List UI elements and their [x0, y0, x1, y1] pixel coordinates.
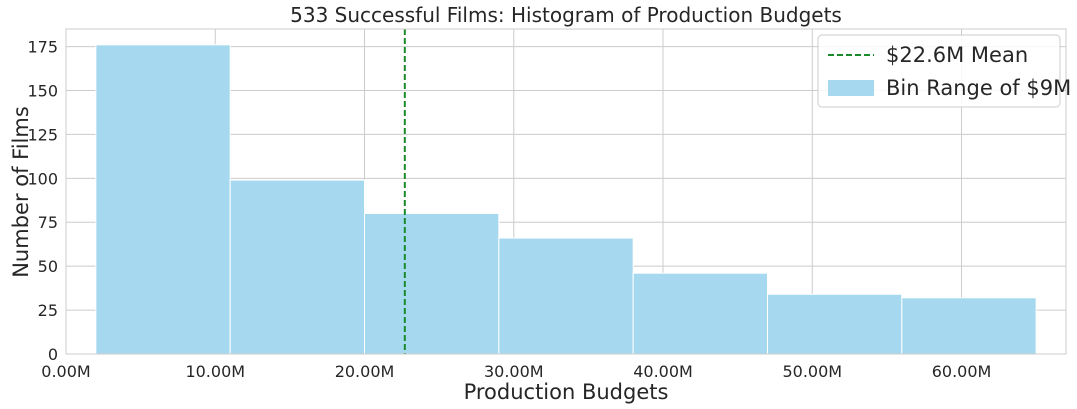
- legend-mean-label: $22.6M Mean: [886, 43, 1028, 67]
- x-tick-label: 30.00M: [484, 362, 544, 381]
- histogram-bar: [766, 293, 903, 355]
- x-tick-label: 0.00M: [41, 362, 90, 381]
- y-tick-labels: 0 25 50 75 100 125 150 175: [27, 38, 58, 364]
- y-tick-label: 100: [27, 169, 58, 188]
- histogram-bars: [95, 44, 1037, 355]
- histogram-bar: [229, 179, 366, 355]
- legend-box: [817, 34, 1061, 108]
- y-tick-label: 25: [38, 301, 58, 320]
- x-axis-title: Production Budgets: [464, 380, 669, 404]
- legend-bin-swatch: [828, 80, 874, 96]
- x-tick-label: 10.00M: [185, 362, 245, 381]
- chart-title: 533 Successful Films: Histogram of Produ…: [290, 3, 842, 27]
- y-tick-label: 50: [38, 257, 58, 276]
- x-tick-label: 20.00M: [335, 362, 395, 381]
- y-tick-label: 125: [27, 125, 58, 144]
- histogram-bar: [364, 212, 500, 355]
- x-tick-label: 60.00M: [932, 362, 992, 381]
- x-tick-labels: 0.00M 10.00M 20.00M 30.00M 40.00M 50.00M 60.00…: [41, 362, 991, 381]
- y-tick-label: 0: [48, 345, 58, 364]
- histogram-bar: [498, 237, 634, 355]
- y-axis-title: Number of Films: [9, 106, 33, 278]
- x-tick-label: 50.00M: [782, 362, 842, 381]
- y-tick-label: 75: [38, 213, 58, 232]
- legend-bin-label: Bin Range of $9M: [886, 76, 1071, 100]
- histogram-bar: [901, 297, 1037, 355]
- histogram-bar: [95, 44, 231, 355]
- x-tick-label: 40.00M: [633, 362, 693, 381]
- y-tick-label: 150: [27, 81, 58, 100]
- y-tick-label: 175: [27, 38, 58, 57]
- histogram-bar: [632, 272, 768, 355]
- axes-frame: [65, 28, 1067, 355]
- legend: $22.6M Mean Bin Range of $9M: [817, 34, 1071, 108]
